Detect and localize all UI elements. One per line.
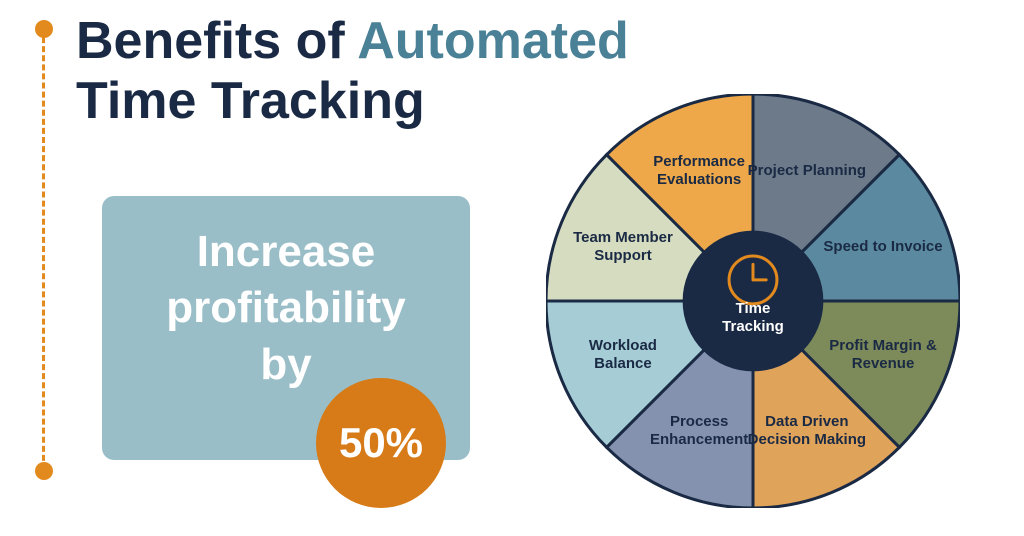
wheel-slice-label: Workload Balance [563, 337, 683, 373]
wheel-slice-label: Data Driven Decision Making [747, 413, 867, 449]
stat-line2: profitability [166, 283, 406, 332]
timeline-dot-top [35, 20, 53, 38]
timeline-line [42, 28, 45, 470]
timeline-dot-bottom [35, 462, 53, 480]
wheel-slice-label: Profit Margin & Revenue [823, 337, 943, 373]
benefits-wheel: Project Planning Speed to Invoice Profit M… [546, 94, 960, 508]
stat-line3: by [260, 340, 311, 389]
wheel-slice-label: Process Enhancement [639, 413, 759, 449]
wheel-slice-label: Team Member Support [563, 229, 683, 265]
title-timetracking: Time Tracking [76, 72, 425, 130]
stat-line1: Increase [197, 227, 376, 276]
wheel-slice-label: Speed to Invoice [823, 238, 943, 256]
title-benefits: Benefits of [76, 12, 357, 70]
wheel-center-label: Time Tracking [708, 300, 798, 336]
wheel-slice-label: Performance Evaluations [639, 153, 759, 189]
wheel-slice-label: Project Planning [747, 162, 867, 180]
stat-value: 50% [339, 419, 423, 467]
stat-circle: 50% [316, 378, 446, 508]
title-automated: Automated [357, 12, 629, 70]
